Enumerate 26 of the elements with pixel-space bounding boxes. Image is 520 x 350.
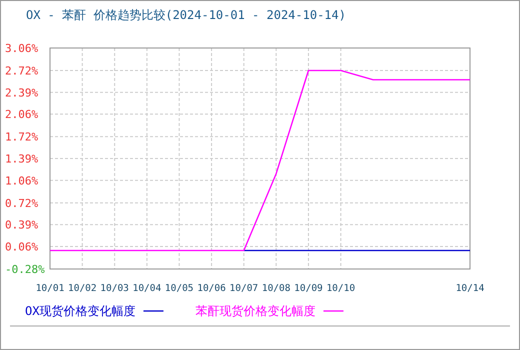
x-tick-label: 10/06 [197,283,226,294]
y-tick-label: 1.39% [5,152,38,166]
line-series [49,70,471,252]
y-tick-label: 1.06% [5,174,38,188]
y-tick-label: 0.72% [5,196,38,210]
y-tick-label: 0.39% [5,218,38,232]
x-tick-label: 10/05 [164,283,194,294]
y-tick-label: 2.06% [5,108,38,122]
x-tick-label: 10/09 [294,283,324,294]
chart-title: OX - 苯酐 价格趋势比较(2024-10-01 - 2024-10-14) [26,8,346,22]
x-tick-label: 10/02 [68,283,97,294]
y-tick-label: 0.06% [5,240,38,254]
legend-label: OX现货价格变化幅度 [25,304,136,318]
x-tick-label: 10/14 [456,283,485,294]
x-tick-label: 10/07 [230,283,258,294]
x-tick-label: 10/08 [262,283,291,294]
legend-label: 苯酐现货价格变化幅度 [195,304,316,318]
x-tick-label: 10/03 [100,283,129,294]
y-tick-label: -0.28% [5,263,46,276]
x-tick-label: 10/04 [132,283,162,294]
x-tick-label: 10/01 [36,283,65,294]
y-tick-label: 3.06% [5,42,38,55]
y-tick-label: 2.39% [5,86,38,100]
x-tick-label: 10/10 [326,283,356,294]
y-tick-label: 2.72% [5,64,38,78]
y-tick-label: 1.72% [5,130,38,144]
